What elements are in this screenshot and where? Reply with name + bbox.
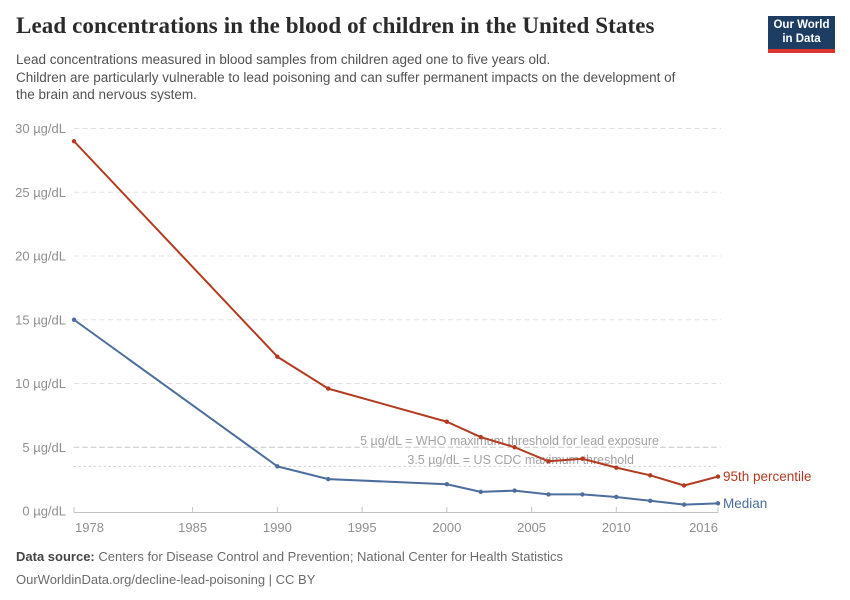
data-point-marker[interactable]: [614, 465, 619, 470]
threshold-label: 5 µg/dL = WHO maximum threshold for lead…: [360, 434, 659, 448]
data-point-marker[interactable]: [681, 483, 687, 488]
data-point-marker[interactable]: [512, 488, 517, 493]
owid-logo-line2: in Data: [782, 32, 821, 45]
series-line[interactable]: [73, 140, 719, 487]
data-source-text: Centers for Disease Control and Preventi…: [94, 549, 563, 564]
y-tick-label: 25 µg/dL: [15, 185, 66, 200]
owid-logo-text: Our World in Data: [768, 16, 835, 49]
data-point-marker[interactable]: [681, 502, 687, 507]
series-line[interactable]: [73, 318, 719, 506]
data-point-marker[interactable]: [275, 464, 280, 469]
data-point-marker[interactable]: [614, 494, 619, 500]
chart-title: Lead concentrations in the blood of chil…: [16, 13, 655, 38]
data-point-marker[interactable]: [715, 474, 721, 479]
subtitle-line: Children are particularly vulnerable to …: [16, 69, 676, 85]
data-point-marker[interactable]: [546, 492, 551, 497]
data-point-marker[interactable]: [326, 476, 331, 482]
chart-subtitle: Lead concentrations measured in blood sa…: [16, 51, 756, 104]
y-tick-label: 30 µg/dL: [15, 121, 66, 136]
owid-logo-line1: Our World: [773, 19, 830, 31]
data-point-marker[interactable]: [715, 501, 721, 506]
x-tick-label: 2010: [602, 520, 631, 535]
subtitle-line: Lead concentrations measured in blood sa…: [16, 52, 551, 67]
x-tick-label: 1995: [348, 520, 377, 535]
y-tick-label: 5 µg/dL: [22, 440, 66, 455]
data-point-marker[interactable]: [71, 139, 77, 144]
data-point-marker[interactable]: [444, 419, 450, 424]
data-point-marker[interactable]: [648, 498, 653, 503]
subtitle-line: the brain and nervous system.: [16, 87, 197, 102]
y-tick-label: 0 µg/dL: [22, 504, 66, 519]
chart-footer: Data source: Centers for Disease Control…: [16, 546, 816, 590]
x-tick-label: 2016: [689, 520, 718, 535]
data-point-marker[interactable]: [444, 482, 450, 487]
y-tick-label: 15 µg/dL: [15, 312, 66, 327]
threshold-label: 3.5 µg/dL = US CDC maximum threshold: [407, 453, 634, 467]
data-point-marker[interactable]: [71, 317, 77, 322]
data-point-marker[interactable]: [648, 473, 653, 478]
x-tick-label: 1978: [75, 520, 104, 535]
x-tick-label: 1990: [263, 520, 292, 535]
series-end-label: Median: [723, 496, 767, 511]
y-tick-label: 10 µg/dL: [15, 376, 66, 391]
citation-link[interactable]: OurWorldinData.org/decline-lead-poisonin…: [16, 572, 316, 587]
series-end-label: 95th percentile: [723, 469, 812, 484]
data-point-marker[interactable]: [546, 459, 551, 464]
y-tick-label: 20 µg/dL: [15, 249, 66, 264]
owid-logo-red-bar: [768, 48, 835, 53]
data-point-marker[interactable]: [478, 434, 483, 440]
x-tick-label: 2005: [517, 520, 546, 535]
data-point-marker[interactable]: [326, 386, 331, 391]
x-tick-label: 1985: [178, 520, 207, 535]
data-point-marker[interactable]: [580, 492, 585, 497]
data-source-line: Data source: Centers for Disease Control…: [16, 546, 816, 567]
data-point-marker[interactable]: [512, 445, 517, 450]
data-point-marker[interactable]: [478, 489, 483, 495]
data-source-label: Data source:: [16, 549, 95, 564]
data-point-marker[interactable]: [275, 354, 280, 359]
x-tick-label: 2000: [432, 520, 461, 535]
data-point-marker[interactable]: [580, 456, 585, 461]
owid-logo[interactable]: Our World in Data: [768, 16, 835, 53]
